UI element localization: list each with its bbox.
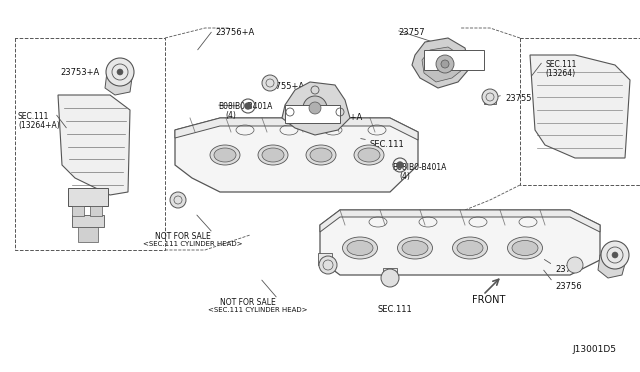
Text: (13264+A): (13264+A) xyxy=(18,121,60,130)
Bar xyxy=(484,96,496,104)
Polygon shape xyxy=(412,38,470,88)
Text: (4): (4) xyxy=(225,111,236,120)
Circle shape xyxy=(106,58,134,86)
Circle shape xyxy=(262,75,278,91)
Text: NOT FOR SALE: NOT FOR SALE xyxy=(292,108,348,117)
Polygon shape xyxy=(422,47,462,82)
Polygon shape xyxy=(282,82,350,135)
Bar xyxy=(424,50,484,70)
Text: FRONT: FRONT xyxy=(472,295,506,305)
Polygon shape xyxy=(105,72,132,95)
Text: <SEC.111 CYLINDER HEAD>: <SEC.111 CYLINDER HEAD> xyxy=(143,241,243,247)
Circle shape xyxy=(170,192,186,208)
Bar xyxy=(78,227,98,242)
Text: NOT FOR SALE: NOT FOR SALE xyxy=(155,232,211,241)
Text: 23747+A: 23747+A xyxy=(296,118,335,127)
Text: SEC.111: SEC.111 xyxy=(18,112,49,121)
Ellipse shape xyxy=(347,241,373,256)
Polygon shape xyxy=(598,255,626,278)
Polygon shape xyxy=(175,118,418,192)
Ellipse shape xyxy=(402,241,428,256)
Ellipse shape xyxy=(306,145,336,165)
Circle shape xyxy=(482,89,498,105)
Text: 23755+A: 23755+A xyxy=(265,82,304,91)
Text: 23756+A: 23756+A xyxy=(215,28,254,37)
Text: SEC.111: SEC.111 xyxy=(545,60,577,69)
Circle shape xyxy=(245,103,251,109)
Ellipse shape xyxy=(354,145,384,165)
Polygon shape xyxy=(320,210,600,275)
Ellipse shape xyxy=(452,237,488,259)
Text: 23757: 23757 xyxy=(398,28,424,37)
Ellipse shape xyxy=(508,237,543,259)
Text: 23747: 23747 xyxy=(420,66,447,75)
Bar xyxy=(68,188,108,206)
Circle shape xyxy=(612,252,618,258)
Circle shape xyxy=(441,60,449,68)
Text: 23757+A: 23757+A xyxy=(323,113,362,122)
Circle shape xyxy=(601,241,629,269)
Text: (4): (4) xyxy=(399,172,410,181)
Circle shape xyxy=(567,257,583,273)
Ellipse shape xyxy=(457,241,483,256)
Circle shape xyxy=(117,69,123,75)
Text: SEC.111: SEC.111 xyxy=(370,140,404,149)
Bar xyxy=(383,268,397,280)
Polygon shape xyxy=(175,118,418,140)
Circle shape xyxy=(381,269,399,287)
Ellipse shape xyxy=(397,237,433,259)
Text: NOT FOR SALE: NOT FOR SALE xyxy=(424,55,480,64)
Circle shape xyxy=(319,256,337,274)
Bar xyxy=(72,215,104,227)
Text: 23753+A: 23753+A xyxy=(60,68,99,77)
Text: 23753: 23753 xyxy=(555,265,582,274)
Ellipse shape xyxy=(262,148,284,162)
Ellipse shape xyxy=(214,148,236,162)
Bar xyxy=(318,253,332,265)
Text: J13001D5: J13001D5 xyxy=(572,345,616,354)
Bar xyxy=(90,206,102,216)
Bar xyxy=(285,105,340,123)
Text: SEC.111: SEC.111 xyxy=(378,305,413,314)
Text: B08IB0-B401A: B08IB0-B401A xyxy=(218,102,273,111)
Polygon shape xyxy=(58,95,130,195)
Ellipse shape xyxy=(258,145,288,165)
Text: B08IB0-B401A: B08IB0-B401A xyxy=(392,163,446,172)
Ellipse shape xyxy=(358,148,380,162)
Ellipse shape xyxy=(310,148,332,162)
Text: 23756: 23756 xyxy=(555,282,582,291)
Text: (13264): (13264) xyxy=(545,69,575,78)
Polygon shape xyxy=(530,55,630,158)
Ellipse shape xyxy=(210,145,240,165)
Polygon shape xyxy=(320,210,600,232)
Bar xyxy=(72,206,84,216)
Ellipse shape xyxy=(342,237,378,259)
Circle shape xyxy=(303,96,327,120)
Text: NOT FOR SALE: NOT FOR SALE xyxy=(220,298,276,307)
Circle shape xyxy=(436,55,454,73)
Circle shape xyxy=(397,162,403,168)
Text: 23755: 23755 xyxy=(505,94,531,103)
Circle shape xyxy=(309,102,321,114)
Ellipse shape xyxy=(512,241,538,256)
Text: <SEC.111 CYLINDER HEAD>: <SEC.111 CYLINDER HEAD> xyxy=(208,307,307,313)
